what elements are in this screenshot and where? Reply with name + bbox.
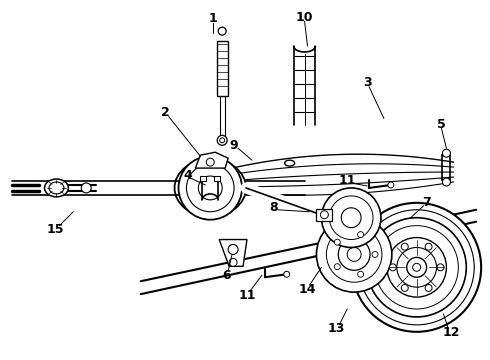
Text: 1: 1 — [209, 12, 218, 25]
Circle shape — [352, 203, 481, 332]
Circle shape — [334, 264, 340, 270]
Circle shape — [425, 243, 432, 250]
Circle shape — [220, 138, 224, 143]
Ellipse shape — [45, 179, 69, 197]
Polygon shape — [219, 239, 247, 266]
Text: 12: 12 — [442, 326, 460, 339]
Ellipse shape — [49, 182, 64, 194]
Circle shape — [284, 271, 290, 277]
Circle shape — [437, 264, 444, 271]
Text: 15: 15 — [47, 223, 64, 236]
Circle shape — [425, 284, 432, 291]
Circle shape — [413, 264, 420, 271]
Circle shape — [358, 271, 364, 277]
Circle shape — [178, 156, 242, 220]
Bar — [214, 176, 220, 181]
Circle shape — [347, 247, 361, 261]
Circle shape — [320, 211, 328, 219]
Bar — [217, 41, 228, 96]
Circle shape — [372, 251, 378, 257]
Circle shape — [334, 239, 340, 245]
Circle shape — [341, 208, 361, 228]
Text: 14: 14 — [299, 283, 316, 296]
Circle shape — [359, 210, 474, 325]
Circle shape — [358, 231, 364, 238]
Circle shape — [397, 247, 437, 287]
Circle shape — [229, 258, 237, 266]
Circle shape — [338, 239, 370, 270]
Circle shape — [326, 227, 382, 282]
Ellipse shape — [285, 160, 294, 166]
Text: 8: 8 — [270, 201, 278, 214]
Circle shape — [407, 257, 427, 277]
Text: 10: 10 — [296, 11, 313, 24]
Circle shape — [388, 182, 394, 188]
Circle shape — [367, 218, 466, 317]
Circle shape — [401, 243, 408, 250]
Text: 6: 6 — [222, 269, 230, 282]
Polygon shape — [196, 152, 228, 168]
Circle shape — [375, 226, 458, 309]
Circle shape — [329, 196, 373, 239]
Text: 11: 11 — [339, 174, 356, 186]
Circle shape — [198, 176, 222, 200]
Circle shape — [81, 183, 91, 193]
Circle shape — [442, 149, 450, 157]
Text: 3: 3 — [363, 76, 371, 89]
Circle shape — [217, 135, 227, 145]
Ellipse shape — [174, 159, 246, 217]
Circle shape — [317, 217, 392, 292]
Text: 9: 9 — [230, 139, 239, 152]
Bar — [200, 176, 206, 181]
Text: 5: 5 — [437, 118, 446, 131]
Circle shape — [390, 264, 396, 271]
Text: 2: 2 — [161, 106, 170, 119]
Circle shape — [401, 284, 408, 291]
Circle shape — [218, 27, 226, 35]
Circle shape — [321, 188, 381, 247]
Circle shape — [206, 158, 214, 166]
Circle shape — [228, 244, 238, 255]
Circle shape — [187, 164, 234, 212]
Text: 7: 7 — [422, 196, 431, 209]
Text: 13: 13 — [328, 322, 345, 336]
Text: 11: 11 — [238, 289, 256, 302]
Circle shape — [442, 178, 450, 186]
Text: 4: 4 — [183, 168, 192, 181]
Bar — [317, 209, 332, 221]
Circle shape — [387, 238, 446, 297]
Ellipse shape — [180, 164, 240, 212]
